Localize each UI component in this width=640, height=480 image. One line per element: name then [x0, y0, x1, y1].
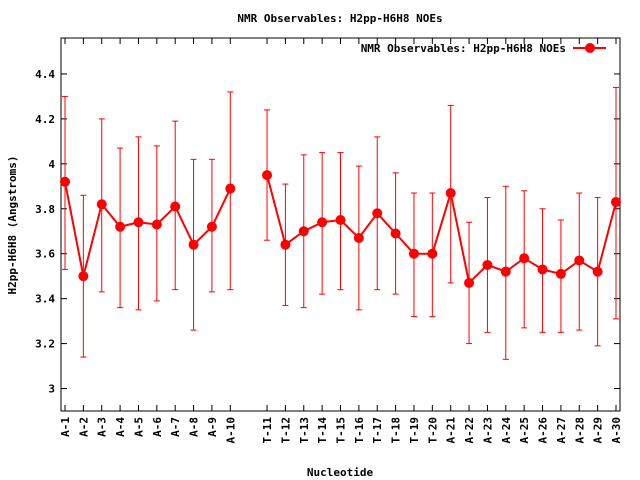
x-axis: A-1 A-2 A-3 A-4 A-5 A-6 A-7 A-8 A-9 A-10 T-11 T-12 T… [59, 38, 623, 444]
y-axis: 3 3.2 3.4 3.6 3.8 4 4.2 4.4 [35, 68, 620, 396]
legend-marker [585, 43, 595, 53]
series-line [266, 174, 617, 285]
data-point [427, 248, 438, 259]
x-tick-label: A-6 [151, 417, 164, 437]
data-point [353, 232, 364, 243]
x-axis-label: Nucleotide [307, 466, 374, 479]
x-tick-label: T-18 [390, 417, 403, 444]
y-tick-label: 3.4 [35, 293, 55, 306]
x-tick-label: T-14 [316, 417, 329, 444]
data-point [206, 221, 217, 232]
data-point [225, 183, 236, 194]
x-tick-label: T-11 [261, 417, 274, 444]
data-point [115, 221, 126, 232]
x-tick-label: A-7 [169, 417, 182, 437]
x-tick-label: A-25 [518, 417, 531, 444]
chart-title: NMR Observables: H2pp-H6H8 NOEs [237, 12, 442, 25]
x-tick-label: A-4 [114, 417, 127, 437]
x-tick-label: T-17 [371, 417, 384, 444]
data-point [611, 197, 621, 208]
y-tick-label: 3.6 [35, 248, 55, 261]
x-tick-label: A-10 [224, 417, 237, 444]
x-tick-label: T-13 [298, 417, 311, 444]
legend: NMR Observables: H2pp-H6H8 NOEs [361, 42, 606, 55]
data-point [555, 268, 566, 279]
x-tick-label: T-19 [408, 417, 421, 444]
data-point [151, 219, 162, 230]
data-point [317, 217, 328, 228]
series-line [64, 181, 232, 277]
x-tick-label: A-8 [188, 417, 201, 437]
data-point [280, 239, 291, 250]
x-tick-label: T-16 [353, 417, 366, 444]
x-tick-label: A-1 [59, 417, 72, 437]
data-point [390, 228, 401, 239]
data-point [335, 215, 346, 226]
data-point [133, 217, 144, 228]
data-point [96, 199, 107, 210]
data-point [372, 208, 383, 219]
x-tick-label: A-2 [77, 417, 90, 437]
y-tick-label: 4.4 [35, 68, 55, 81]
x-tick-label: A-5 [132, 417, 145, 437]
y-tick-label: 3 [48, 383, 55, 396]
x-tick-label: A-21 [445, 417, 458, 444]
series-points [60, 170, 621, 288]
x-tick-label: A-9 [206, 417, 219, 437]
x-tick-label: A-29 [592, 417, 605, 444]
y-axis-label: H2pp-H6H8 (Angstroms) [6, 155, 19, 294]
data-point [60, 176, 70, 187]
data-point [408, 248, 419, 259]
y-tick-label: 4.2 [35, 113, 55, 126]
data-point [298, 226, 309, 237]
y-tick-label: 3.8 [35, 203, 55, 216]
x-tick-label: A-26 [537, 417, 550, 444]
data-point [78, 271, 89, 282]
x-tick-label: A-22 [463, 417, 476, 444]
data-point [445, 188, 456, 199]
data-point [500, 266, 511, 277]
data-point [574, 255, 585, 266]
y-tick-label: 3.2 [35, 338, 55, 351]
y-tick-label: 4 [48, 158, 55, 171]
x-tick-label: T-20 [426, 417, 439, 444]
data-point [188, 239, 199, 250]
x-tick-label: A-27 [555, 417, 568, 444]
legend-label: NMR Observables: H2pp-H6H8 NOEs [361, 42, 566, 55]
data-point [537, 264, 548, 275]
x-tick-label: T-12 [279, 417, 292, 444]
data-point [464, 277, 475, 288]
x-tick-label: A-30 [610, 417, 623, 444]
data-point [519, 253, 530, 264]
data-point [262, 170, 273, 181]
x-tick-label: A-28 [573, 417, 586, 444]
data-point [592, 266, 603, 277]
x-tick-label: A-23 [481, 417, 494, 444]
x-tick-label: T-15 [335, 417, 348, 444]
x-tick-label: A-3 [96, 417, 109, 437]
data-point [482, 259, 493, 270]
x-tick-label: A-24 [500, 417, 513, 444]
data-point [170, 201, 181, 212]
